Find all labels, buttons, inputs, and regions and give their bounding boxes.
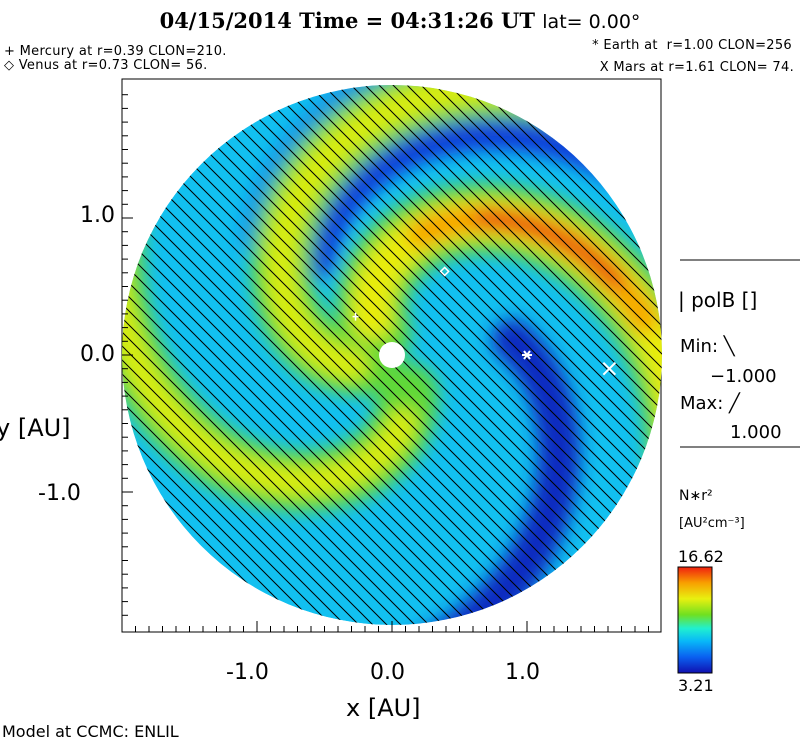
y-axis-label: y [AU] [0, 414, 71, 442]
legend-field: | polB [] [678, 288, 758, 312]
colorbar-max: 16.62 [678, 547, 724, 566]
ytick-1: 1.0 [80, 203, 115, 228]
colorbar-units: [AU²cm⁻³] [679, 516, 745, 531]
plot-title: 04/15/2014 Time = 04:31:26 UT lat= 0.00° [0, 8, 800, 33]
venus-info: ◇ Venus at r=0.73 CLON= 56. [4, 58, 208, 73]
xtick-1: 1.0 [505, 660, 540, 685]
legend-max-label: Max: ╱ [680, 393, 740, 414]
legend-min-label: Min: ╲ [680, 336, 735, 357]
latitude-text: lat= 0.00° [542, 11, 641, 33]
ytick-neg1: -1.0 [38, 481, 81, 506]
mercury-info: + Mercury at r=0.39 CLON=210. [4, 44, 227, 59]
xtick-0: 0.0 [370, 660, 405, 685]
xtick-neg1: -1.0 [226, 660, 269, 685]
footer-credit: Model at CCMC: ENLIL [2, 722, 179, 741]
mars-info: X Mars at r=1.61 CLON= 74. [599, 60, 794, 75]
x-axis-label: x [AU] [346, 694, 421, 722]
colorbar [677, 566, 713, 674]
planet-earth-marker [522, 350, 532, 360]
planet-venus-marker [439, 266, 450, 277]
planet-mars-marker [602, 361, 617, 376]
legend-max-value: 1.000 [730, 422, 782, 443]
ytick-0: 0.0 [80, 342, 115, 367]
earth-info: * Earth at r=1.00 CLON=256 [592, 38, 792, 53]
sun-marker [379, 342, 405, 368]
legend-min-value: −1.000 [710, 366, 777, 387]
colorbar-variable: N∗r² [679, 488, 713, 504]
planet-mercury-marker [352, 312, 359, 321]
title-text: 04/15/2014 Time = 04:31:26 UT [159, 8, 535, 33]
colorbar-min: 3.21 [678, 676, 714, 695]
